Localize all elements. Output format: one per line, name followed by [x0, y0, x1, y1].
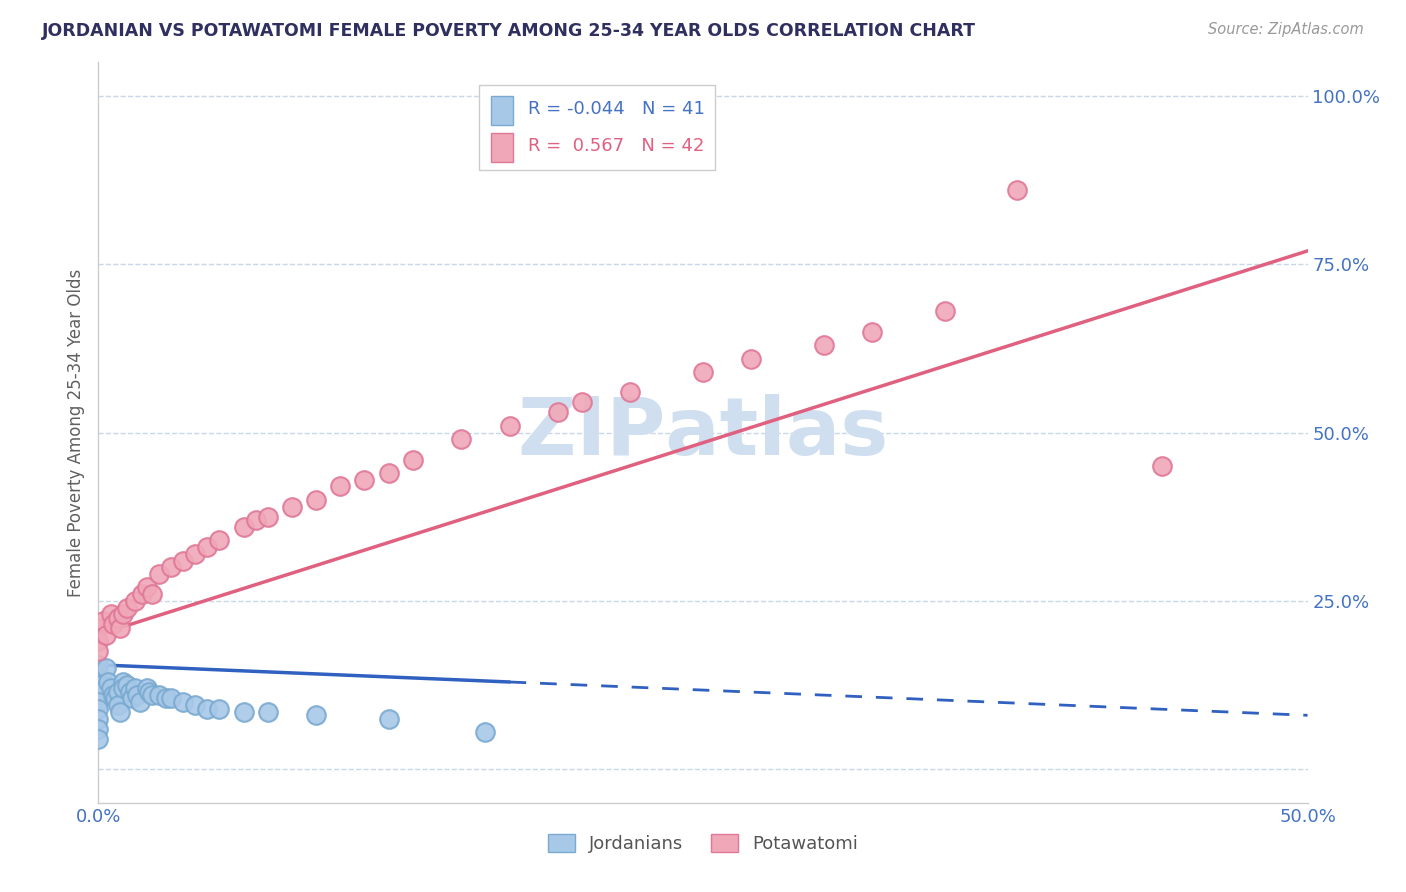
Point [111, 607, 134, 622]
Point [148, 566, 170, 581]
Point [87, 712, 110, 726]
Point [740, 351, 762, 366]
Point [127, 688, 149, 702]
Point [91, 614, 114, 628]
Point [208, 701, 231, 715]
Point [87, 634, 110, 648]
Legend: Jordanians, Potawatomi: Jordanians, Potawatomi [541, 827, 865, 861]
Point [245, 513, 267, 527]
Point [232, 520, 254, 534]
Point [128, 695, 150, 709]
Point [619, 385, 641, 400]
Point [107, 685, 129, 699]
Point [87, 722, 110, 736]
Point [94, 627, 117, 641]
Point [121, 691, 143, 706]
Point [934, 304, 956, 318]
Point [100, 681, 122, 696]
Point [377, 712, 399, 726]
Point [208, 533, 231, 548]
Point [87, 695, 110, 709]
Point [124, 681, 146, 696]
Bar [492, 133, 513, 162]
Point [135, 581, 157, 595]
Point [94, 661, 117, 675]
Text: Source: ZipAtlas.com: Source: ZipAtlas.com [1208, 22, 1364, 37]
Point [108, 705, 131, 719]
Point [172, 553, 194, 567]
Point [256, 509, 278, 524]
Point [329, 479, 352, 493]
Point [813, 338, 835, 352]
Point [87, 657, 110, 672]
Point [256, 705, 278, 719]
Point [232, 705, 254, 719]
Point [124, 594, 146, 608]
Point [117, 678, 139, 692]
Point [172, 695, 194, 709]
Point [104, 691, 127, 706]
Point [107, 698, 129, 713]
Bar [492, 95, 513, 126]
Point [184, 547, 207, 561]
FancyBboxPatch shape [479, 85, 716, 169]
Point [111, 681, 134, 696]
Point [100, 607, 122, 622]
Point [135, 681, 157, 696]
Point [117, 600, 139, 615]
Point [160, 560, 183, 574]
Point [108, 621, 131, 635]
Point [131, 587, 153, 601]
Point [305, 492, 328, 507]
Point [118, 685, 141, 699]
Point [195, 701, 218, 715]
Point [87, 671, 110, 685]
Point [571, 395, 593, 409]
Point [305, 708, 328, 723]
Text: R = -0.044   N = 41: R = -0.044 N = 41 [527, 100, 704, 118]
Point [184, 698, 207, 713]
Point [377, 466, 399, 480]
Point [87, 665, 110, 679]
Point [692, 365, 714, 379]
Point [138, 685, 160, 699]
Point [1152, 459, 1174, 474]
Point [474, 725, 496, 739]
Point [450, 433, 472, 447]
Point [547, 405, 569, 419]
Point [860, 325, 883, 339]
Point [97, 674, 120, 689]
Point [148, 688, 170, 702]
Point [402, 452, 425, 467]
Y-axis label: Female Poverty Among 25-34 Year Olds: Female Poverty Among 25-34 Year Olds [66, 268, 84, 597]
Point [87, 621, 110, 635]
Point [107, 610, 129, 624]
Point [87, 685, 110, 699]
Point [498, 418, 520, 433]
Point [111, 674, 134, 689]
Point [160, 691, 183, 706]
Text: ZIP​atlas: ZIP​atlas [517, 393, 889, 472]
Point [87, 644, 110, 658]
Point [353, 473, 375, 487]
Point [1007, 183, 1029, 197]
Text: R =  0.567   N = 42: R = 0.567 N = 42 [527, 137, 704, 155]
Point [141, 587, 163, 601]
Point [281, 500, 304, 514]
Point [101, 688, 124, 702]
Point [195, 540, 218, 554]
Point [155, 691, 177, 706]
Point [141, 688, 163, 702]
Point [87, 731, 110, 746]
Point [101, 617, 124, 632]
Text: JORDANIAN VS POTAWATOMI FEMALE POVERTY AMONG 25-34 YEAR OLDS CORRELATION CHART: JORDANIAN VS POTAWATOMI FEMALE POVERTY A… [42, 22, 976, 40]
Point [87, 701, 110, 715]
Point [87, 678, 110, 692]
